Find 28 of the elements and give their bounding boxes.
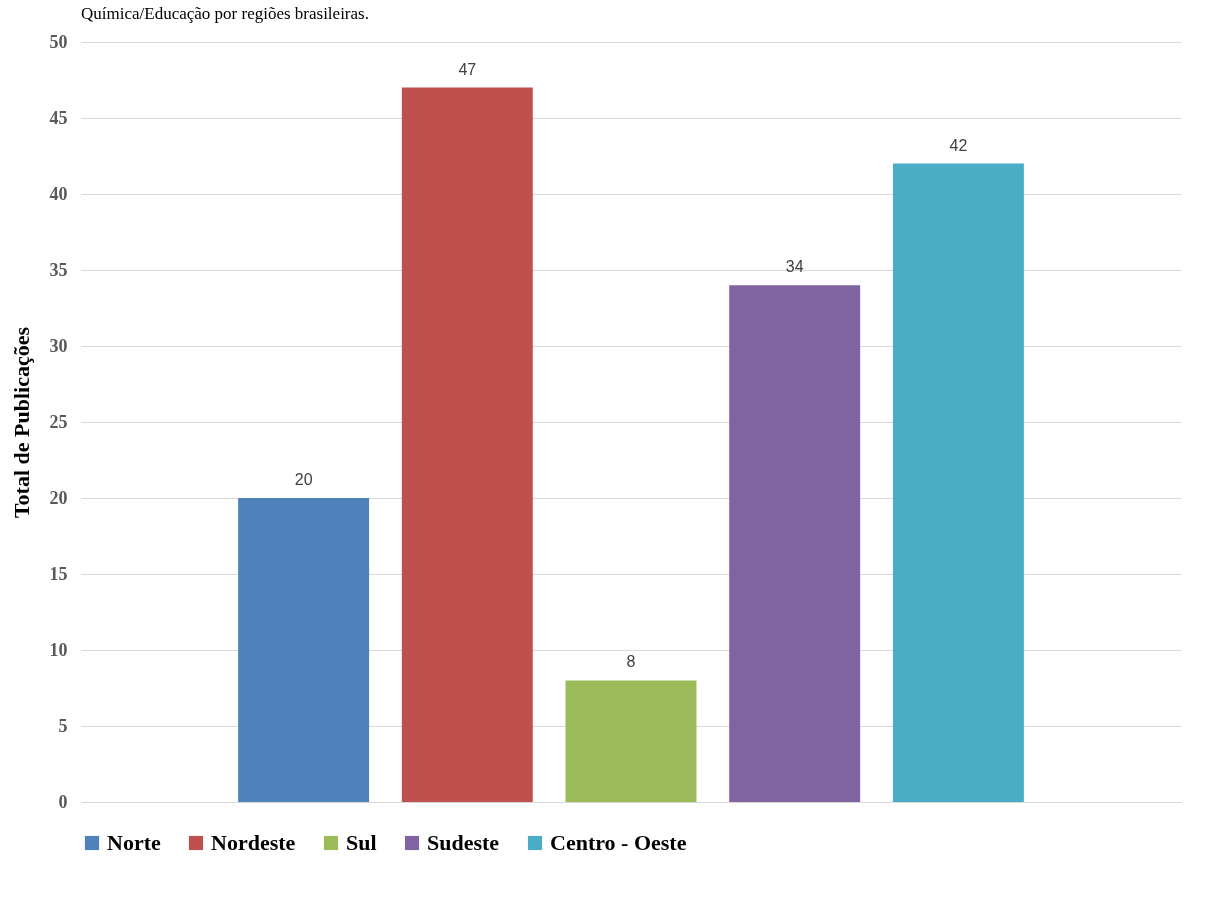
data-label: 34 [785, 258, 804, 276]
data-label: 8 [626, 653, 636, 671]
y-tick-label: 50 [49, 31, 68, 52]
y-tick-label: 35 [49, 259, 68, 280]
data-label: 47 [458, 60, 477, 78]
data-label: 42 [949, 136, 968, 154]
legend-label: Sul [346, 830, 377, 855]
y-tick-label: 15 [49, 563, 68, 584]
bar [565, 680, 697, 802]
legend-label: Centro - Oeste [550, 830, 687, 855]
y-tick-label: 0 [58, 791, 68, 812]
y-tick-label: 5 [58, 715, 68, 736]
data-label: 20 [294, 471, 313, 488]
y-tick-label: 40 [49, 183, 68, 204]
legend-label: Nordeste [211, 830, 296, 855]
chart-title: Química/Educação por regiões brasileiras. [81, 4, 369, 23]
bar [892, 163, 1024, 802]
y-tick-label: 30 [49, 335, 68, 356]
legend-label: Norte [107, 830, 161, 855]
bar [401, 87, 533, 802]
y-tick-label: 25 [49, 411, 68, 432]
bar [238, 498, 370, 802]
y-axis-title: Total de Publicações [8, 326, 34, 519]
y-tick-label: 10 [49, 639, 68, 660]
y-tick-label: 20 [49, 487, 68, 508]
bar [729, 285, 861, 802]
y-tick-label: 45 [49, 107, 68, 128]
legend-label: Sudeste [427, 830, 500, 855]
